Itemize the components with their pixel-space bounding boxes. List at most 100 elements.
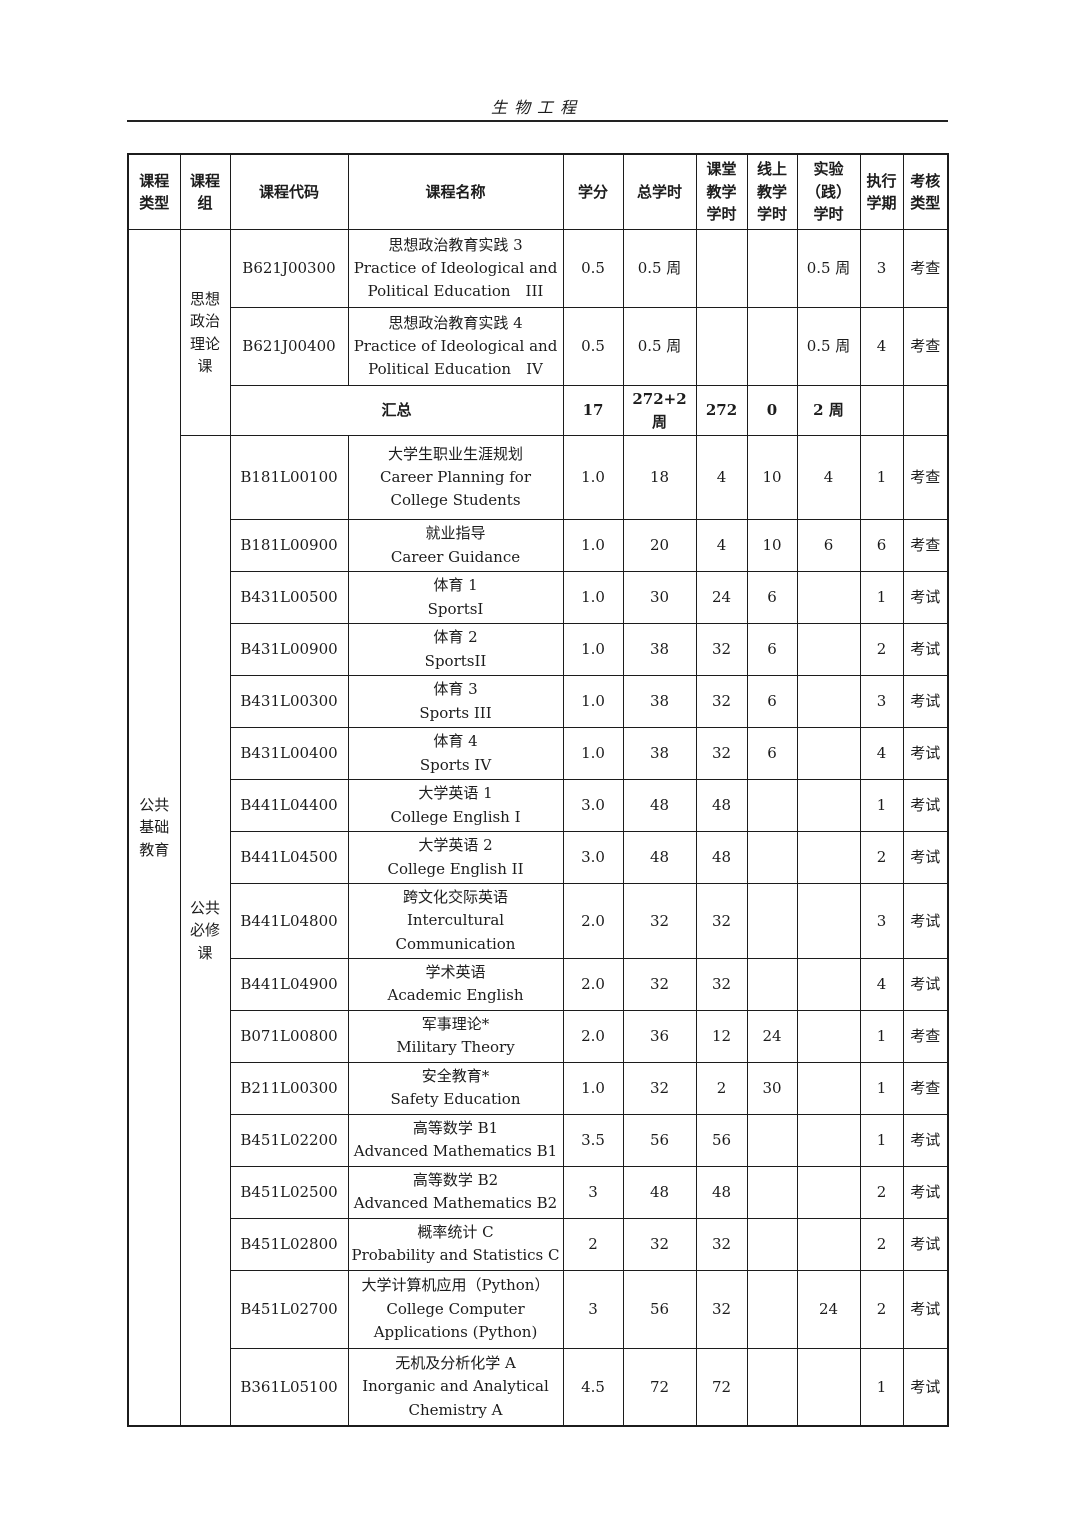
course-row: B441L04500 大学英语 2 College English II 3.0… bbox=[128, 831, 949, 884]
semester-cell: 1 bbox=[859, 435, 904, 520]
course-row: B071L00800 军事理论* Military Theory 2.0 36 … bbox=[128, 1009, 949, 1063]
lab-hours-cell bbox=[796, 727, 861, 780]
total-hours-cell: 36 bbox=[622, 1009, 697, 1063]
credits-cell: 0.5 bbox=[562, 307, 624, 386]
course-name-cell: 思想政治教育实践 3 Practice of Ideological and P… bbox=[347, 229, 564, 308]
summary-row: 汇总 17 272+2 周 272 0 2 周 bbox=[128, 385, 949, 436]
online-hours-cell: 6 bbox=[746, 571, 798, 624]
course-group-cell: 公共 必修 课 bbox=[179, 435, 231, 1427]
course-code-cell: B451L02200 bbox=[229, 1113, 349, 1167]
credits-cell: 0.5 bbox=[562, 229, 624, 308]
assessment-cell: 考试 bbox=[902, 727, 949, 780]
course-name-cell: 体育 2 SportsII bbox=[347, 623, 564, 676]
header-lab-hours: 实验 （践） 学时 bbox=[796, 153, 861, 230]
course-name-en: College Computer Applications (Python) bbox=[373, 1299, 538, 1341]
course-name-en: Sports III bbox=[419, 703, 492, 722]
header-credits: 学分 bbox=[562, 153, 624, 230]
course-name-en: SportsI bbox=[427, 599, 484, 618]
header-total-hours: 总学时 bbox=[622, 153, 697, 230]
course-name-cell: 军事理论* Military Theory bbox=[347, 1009, 564, 1063]
course-name-en: Safety Education bbox=[390, 1090, 521, 1109]
semester-cell: 1 bbox=[859, 779, 904, 832]
credits-cell: 2 bbox=[562, 1217, 624, 1271]
course-row: B441L04800 跨文化交际英语 Intercultural Communi… bbox=[128, 883, 949, 959]
course-name-en: Advanced Mathematics B2 bbox=[353, 1194, 558, 1213]
online-hours-cell bbox=[746, 1269, 798, 1349]
course-name-cell: 思想政治教育实践 4 Practice of Ideological and P… bbox=[347, 307, 564, 386]
online-hours-cell: 6 bbox=[746, 675, 798, 728]
online-hours-cell bbox=[746, 883, 798, 959]
semester-cell: 4 bbox=[859, 727, 904, 780]
course-name-zh: 体育 1 bbox=[433, 576, 478, 595]
course-row: B451L02800 概率统计 C Probability and Statis… bbox=[128, 1217, 949, 1271]
course-row: B431L00400 体育 4 Sports IV 1.0 38 32 6 4 … bbox=[128, 727, 949, 780]
course-row: B621J00400 思想政治教育实践 4 Practice of Ideolo… bbox=[128, 307, 949, 386]
credits-cell: 1.0 bbox=[562, 571, 624, 624]
header-row: 课程 类型 课程 组 课程代码 课程名称 学分 总学时 课堂 教学 学时 线上 … bbox=[127, 153, 949, 230]
total-hours-cell: 48 bbox=[622, 779, 697, 832]
lab-hours-cell bbox=[796, 571, 861, 624]
assessment-cell bbox=[902, 385, 949, 436]
total-hours-cell: 48 bbox=[622, 1165, 697, 1219]
semester-cell: 1 bbox=[859, 1061, 904, 1115]
course-code-cell: B431L00500 bbox=[229, 571, 349, 624]
course-code-cell: B441L04400 bbox=[229, 779, 349, 832]
course-name-cell: 大学英语 1 College English I bbox=[347, 779, 564, 832]
semester-cell: 1 bbox=[859, 571, 904, 624]
course-name-cell: 大学英语 2 College English II bbox=[347, 831, 564, 884]
online-hours-cell bbox=[746, 779, 798, 832]
lab-hours-cell: 0.5 周 bbox=[796, 229, 861, 308]
course-name-cell: 体育 1 SportsI bbox=[347, 571, 564, 624]
classroom-hours-cell: 24 bbox=[695, 571, 748, 624]
semester-cell: 1 bbox=[859, 1347, 904, 1427]
course-name-zh: 思想政治教育实践 4 bbox=[388, 313, 523, 332]
course-row: B431L00300 体育 3 Sports III 1.0 38 32 6 3… bbox=[128, 675, 949, 728]
classroom-hours-cell: 32 bbox=[695, 1217, 748, 1271]
classroom-hours-cell: 2 bbox=[695, 1061, 748, 1115]
classroom-hours-cell: 4 bbox=[695, 519, 748, 572]
online-hours-cell bbox=[746, 307, 798, 386]
online-hours-cell: 10 bbox=[746, 435, 798, 520]
assessment-cell: 考试 bbox=[902, 571, 949, 624]
course-row: B431L00900 体育 2 SportsII 1.0 38 32 6 2 考… bbox=[128, 623, 949, 676]
online-hours-cell: 0 bbox=[746, 385, 798, 436]
course-name-en: Military Theory bbox=[396, 1038, 515, 1057]
semester-cell: 6 bbox=[859, 519, 904, 572]
course-code-cell: B451L02500 bbox=[229, 1165, 349, 1219]
lab-hours-cell bbox=[796, 1009, 861, 1063]
course-name-zh: 大学英语 2 bbox=[418, 836, 493, 855]
course-name-zh: 体育 2 bbox=[433, 628, 478, 647]
course-name-cell: 大学计算机应用（Python） College Computer Applica… bbox=[347, 1269, 564, 1349]
online-hours-cell: 30 bbox=[746, 1061, 798, 1115]
course-name-cell: 体育 3 Sports III bbox=[347, 675, 564, 728]
course-name-zh: 学术英语 bbox=[425, 963, 486, 981]
online-hours-cell: 24 bbox=[746, 1009, 798, 1063]
total-hours-cell: 38 bbox=[622, 727, 697, 780]
lab-hours-cell bbox=[796, 1347, 861, 1427]
lab-hours-cell: 0.5 周 bbox=[796, 307, 861, 386]
course-name-en: Inorganic and Analytical Chemistry A bbox=[362, 1377, 549, 1419]
course-name-zh: 跨文化交际英语 bbox=[402, 888, 508, 906]
header-assessment: 考核 类型 bbox=[902, 153, 949, 230]
total-hours-cell: 20 bbox=[622, 519, 697, 572]
online-hours-cell bbox=[746, 957, 798, 1011]
lab-hours-cell bbox=[796, 1165, 861, 1219]
total-hours-cell: 38 bbox=[622, 675, 697, 728]
assessment-cell: 考查 bbox=[902, 229, 949, 308]
semester-cell: 4 bbox=[859, 957, 904, 1011]
course-code-cell: B181L00100 bbox=[229, 435, 349, 520]
total-hours-cell: 56 bbox=[622, 1113, 697, 1167]
course-name-cell: 跨文化交际英语 Intercultural Communication bbox=[347, 883, 564, 959]
assessment-cell: 考试 bbox=[902, 957, 949, 1011]
semester-cell: 3 bbox=[859, 229, 904, 308]
header-course-group: 课程 组 bbox=[179, 153, 231, 230]
course-name-en: Career Guidance bbox=[390, 547, 521, 566]
course-name-en: College English I bbox=[390, 807, 521, 826]
credits-cell: 1.0 bbox=[562, 1061, 624, 1115]
course-code-cell: B451L02800 bbox=[229, 1217, 349, 1271]
assessment-cell: 考试 bbox=[902, 1165, 949, 1219]
online-hours-cell bbox=[746, 1347, 798, 1427]
credits-cell: 3.0 bbox=[562, 831, 624, 884]
course-name-zh: 大学英语 1 bbox=[418, 784, 493, 803]
